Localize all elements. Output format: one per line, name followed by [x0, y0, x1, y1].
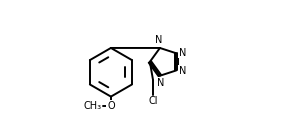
Text: O: O — [107, 101, 115, 111]
Text: N: N — [179, 48, 186, 58]
Text: CH₃: CH₃ — [84, 101, 102, 111]
Text: N: N — [179, 66, 186, 76]
Text: N: N — [155, 35, 162, 45]
Text: N: N — [157, 78, 164, 88]
Text: Cl: Cl — [148, 96, 158, 106]
